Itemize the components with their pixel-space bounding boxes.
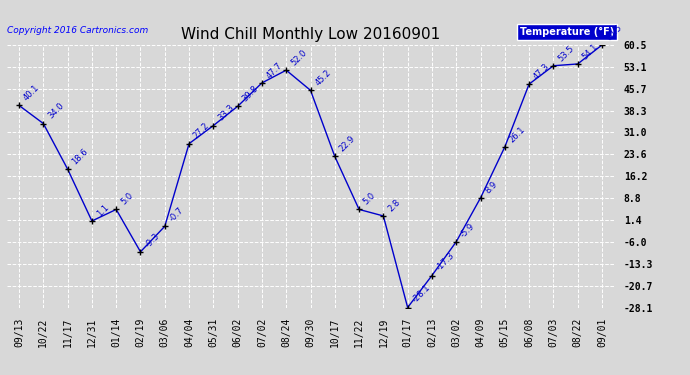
Text: -17.3: -17.3 <box>435 251 456 273</box>
Text: 27.2: 27.2 <box>192 122 211 141</box>
Text: 40.1: 40.1 <box>22 83 41 103</box>
Text: 53.5: 53.5 <box>556 44 575 63</box>
Title: Wind Chill Monthly Low 20160901: Wind Chill Monthly Low 20160901 <box>181 27 440 42</box>
Text: 5.0: 5.0 <box>119 191 135 207</box>
Text: 2.8: 2.8 <box>386 198 402 213</box>
Text: 47.7: 47.7 <box>265 61 284 80</box>
Text: 39.8: 39.8 <box>240 84 260 104</box>
Text: 33.3: 33.3 <box>216 103 236 123</box>
Text: 18.6: 18.6 <box>70 147 90 166</box>
Text: 45.2: 45.2 <box>313 68 333 87</box>
Text: -9.3: -9.3 <box>144 231 161 249</box>
Text: -0.7: -0.7 <box>168 206 186 224</box>
Text: 1.1: 1.1 <box>95 202 110 218</box>
Text: 8.9: 8.9 <box>483 179 499 195</box>
Text: Copyright 2016 Cartronics.com: Copyright 2016 Cartronics.com <box>7 26 148 35</box>
Text: 47.3: 47.3 <box>532 62 551 81</box>
Text: -5.9: -5.9 <box>459 221 477 239</box>
Text: -28.1: -28.1 <box>411 283 432 305</box>
Text: Temperature (°F): Temperature (°F) <box>520 27 614 37</box>
Text: 26.1: 26.1 <box>508 125 527 144</box>
Text: 52.0: 52.0 <box>289 48 308 68</box>
Text: 22.9: 22.9 <box>337 134 357 154</box>
Text: 5.0: 5.0 <box>362 191 377 207</box>
Text: 54.1: 54.1 <box>580 42 600 61</box>
Text: 60.5: 60.5 <box>604 23 624 42</box>
Text: 34.0: 34.0 <box>46 101 66 121</box>
